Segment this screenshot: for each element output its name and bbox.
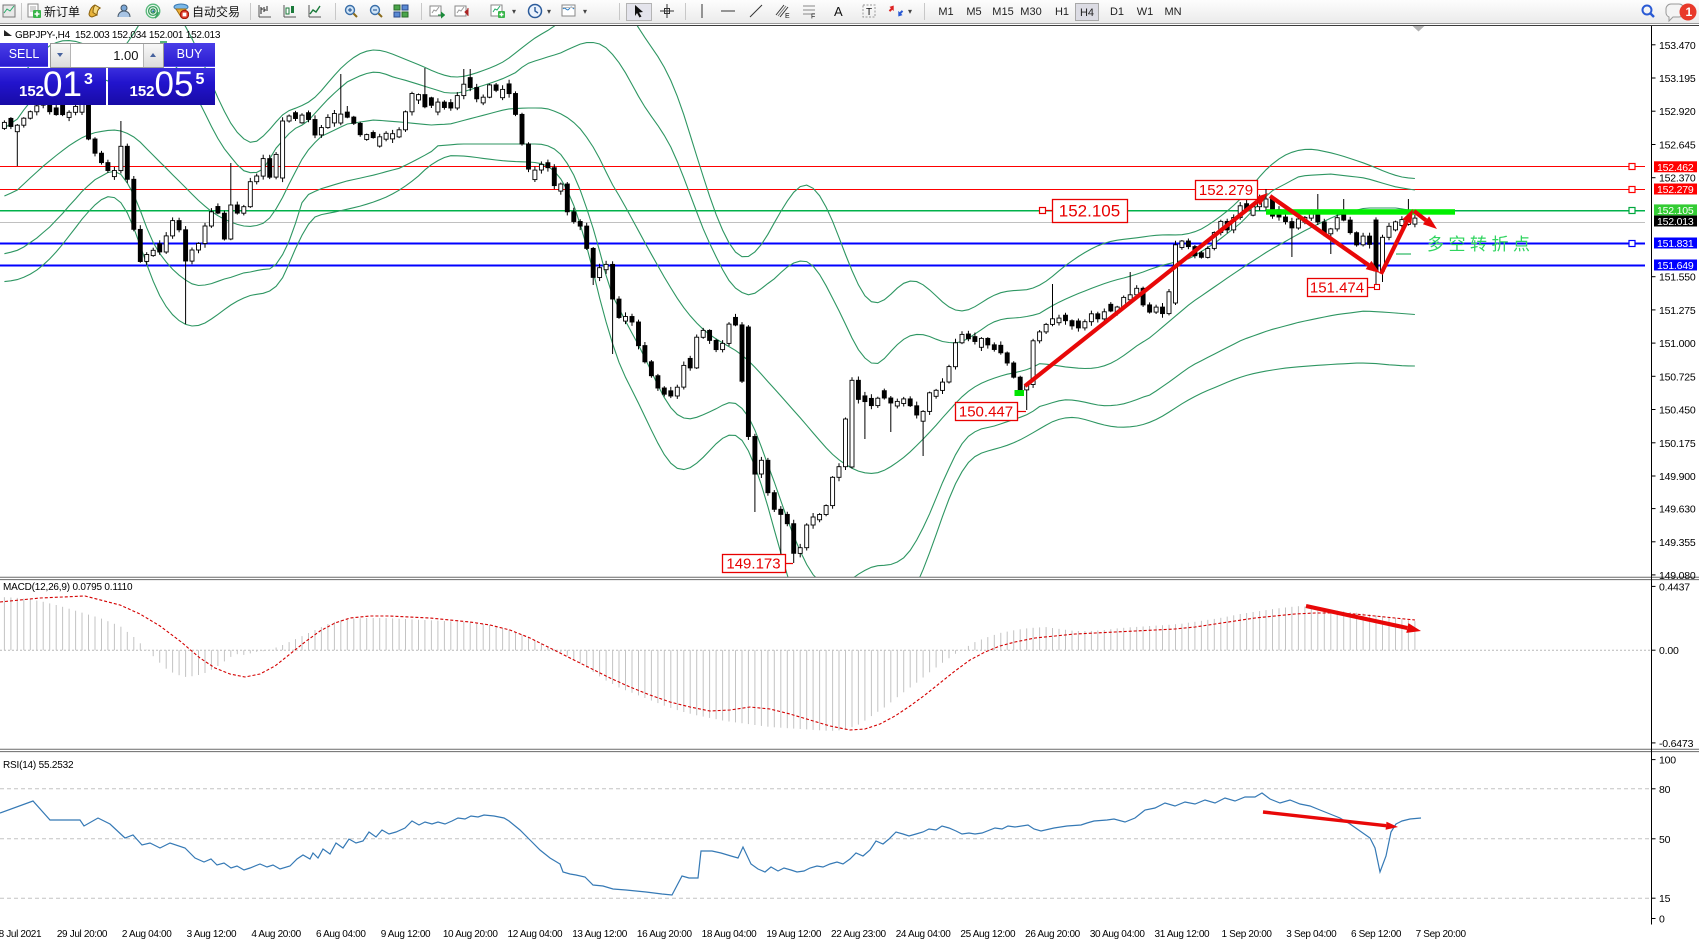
svg-text:153.195: 153.195 [1659, 73, 1696, 85]
svg-text:GBPJPY-,H4 152.003 152.034 15: GBPJPY-,H4 152.003 152.034 152.001 152.0… [15, 30, 221, 41]
svg-text:152.013: 152.013 [1657, 216, 1694, 228]
svg-text:150.450: 150.450 [1659, 405, 1696, 417]
svg-text:153.470: 153.470 [1659, 40, 1696, 52]
svg-text:29 Jul 20:00: 29 Jul 20:00 [57, 929, 108, 940]
svg-text:多空转折点: 多空转折点 [1427, 235, 1535, 254]
svg-text:150.175: 150.175 [1659, 438, 1696, 450]
svg-text:T: T [866, 7, 872, 18]
svg-text:25 Aug 12:00: 25 Aug 12:00 [960, 929, 1016, 940]
svg-text:6 Sep 12:00: 6 Sep 12:00 [1351, 929, 1402, 940]
svg-text:150.447: 150.447 [959, 403, 1013, 420]
svg-text:151.831: 151.831 [1657, 238, 1694, 250]
svg-text:149.080: 149.080 [1659, 570, 1696, 582]
svg-text:19 Aug 12:00: 19 Aug 12:00 [766, 929, 822, 940]
svg-text:12 Aug 04:00: 12 Aug 04:00 [508, 929, 564, 940]
svg-text:15: 15 [1659, 893, 1671, 905]
svg-text:E: E [785, 13, 790, 19]
svg-text:151.275: 151.275 [1659, 305, 1696, 317]
svg-text:6 Aug 04:00: 6 Aug 04:00 [316, 929, 366, 940]
svg-text:151.649: 151.649 [1657, 260, 1694, 272]
svg-text:152.279: 152.279 [1199, 182, 1253, 199]
svg-text:0.4437: 0.4437 [1659, 581, 1690, 593]
svg-text:100: 100 [1659, 755, 1676, 767]
svg-text:16 Aug 20:00: 16 Aug 20:00 [637, 929, 693, 940]
svg-text:152.279: 152.279 [1657, 184, 1694, 196]
svg-text:50: 50 [1659, 834, 1671, 846]
svg-text:2 Aug 04:00: 2 Aug 04:00 [122, 929, 172, 940]
svg-text:1 Sep 20:00: 1 Sep 20:00 [1222, 929, 1273, 940]
svg-text:18 Aug 04:00: 18 Aug 04:00 [702, 929, 758, 940]
svg-text:MACD(12,26,9) 0.0795 0.1110: MACD(12,26,9) 0.0795 0.1110 [3, 582, 133, 593]
svg-text:152.105: 152.105 [1059, 202, 1120, 221]
svg-text:152.920: 152.920 [1659, 106, 1696, 118]
svg-text:10 Aug 20:00: 10 Aug 20:00 [443, 929, 499, 940]
svg-text:3 Sep 04:00: 3 Sep 04:00 [1286, 929, 1337, 940]
svg-text:0.00: 0.00 [1659, 645, 1679, 657]
svg-text:26 Aug 20:00: 26 Aug 20:00 [1025, 929, 1081, 940]
svg-text:151.474: 151.474 [1310, 279, 1364, 296]
svg-text:30 Aug 04:00: 30 Aug 04:00 [1090, 929, 1146, 940]
svg-text:152.105: 152.105 [1657, 205, 1694, 217]
svg-text:7 Sep 20:00: 7 Sep 20:00 [1416, 929, 1467, 940]
svg-text:152.370: 152.370 [1659, 173, 1696, 185]
svg-text:F: F [811, 14, 815, 20]
svg-text:149.900: 149.900 [1659, 471, 1696, 483]
svg-text:152.645: 152.645 [1659, 140, 1696, 152]
svg-text:152.462: 152.462 [1657, 162, 1694, 174]
svg-text:-0.6473: -0.6473 [1659, 738, 1694, 750]
svg-text:151.550: 151.550 [1659, 272, 1696, 284]
svg-text:149.630: 149.630 [1659, 504, 1696, 516]
svg-text:9 Aug 12:00: 9 Aug 12:00 [381, 929, 431, 940]
svg-text:149.355: 149.355 [1659, 537, 1696, 549]
svg-text:24 Aug 04:00: 24 Aug 04:00 [896, 929, 952, 940]
svg-text:RSI(14) 55.2532: RSI(14) 55.2532 [3, 760, 74, 771]
svg-text:13 Aug 12:00: 13 Aug 12:00 [572, 929, 628, 940]
svg-text:149.173: 149.173 [726, 555, 780, 572]
svg-text:1: 1 [1686, 5, 1693, 19]
svg-text:3 Aug 12:00: 3 Aug 12:00 [187, 929, 237, 940]
svg-text:150.725: 150.725 [1659, 371, 1696, 383]
svg-text:4 Aug 20:00: 4 Aug 20:00 [251, 929, 301, 940]
svg-text:28 Jul 2021: 28 Jul 2021 [0, 929, 42, 940]
svg-text:31 Aug 12:00: 31 Aug 12:00 [1155, 929, 1211, 940]
svg-text:151.000: 151.000 [1659, 338, 1696, 350]
svg-text:80: 80 [1659, 784, 1671, 796]
svg-text:22 Aug 23:00: 22 Aug 23:00 [831, 929, 887, 940]
svg-text:0: 0 [1659, 914, 1665, 926]
